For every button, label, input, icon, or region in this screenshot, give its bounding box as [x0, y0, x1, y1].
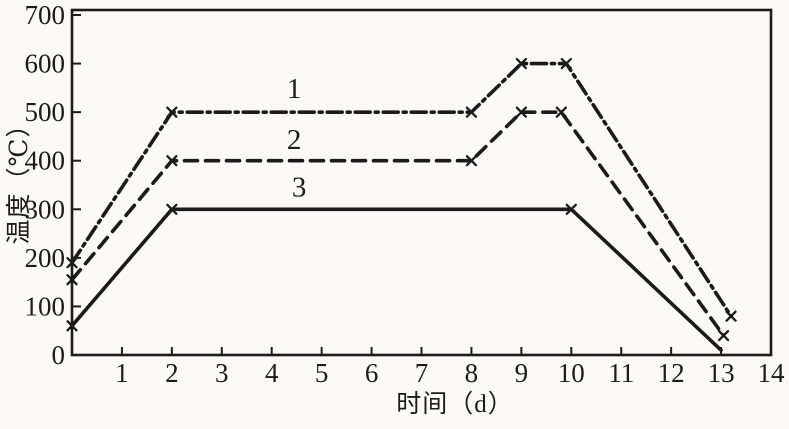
y-axis-label: 温度（℃） — [5, 112, 33, 245]
x-tick-label: 3 — [215, 358, 229, 388]
series-2-marker — [717, 329, 730, 342]
y-tick-label: 100 — [25, 291, 66, 321]
series-2-marker — [66, 274, 78, 286]
plot-frame — [70, 8, 773, 357]
curve-label-3: 3 — [292, 171, 307, 203]
x-tick-label: 1 — [115, 358, 129, 388]
series-3-line — [70, 207, 723, 352]
series-3-marker — [66, 320, 78, 332]
x-tick-label: 2 — [165, 358, 179, 388]
y-tick-label: 500 — [25, 97, 66, 127]
y-tick-label: 700 — [25, 0, 66, 30]
y-tick-label: 0 — [52, 340, 66, 370]
x-tick-label: 9 — [515, 358, 529, 388]
series-2-line — [70, 110, 726, 338]
series-1-marker — [166, 106, 178, 118]
x-tick-label: 12 — [658, 358, 685, 388]
x-tick-label: 14 — [758, 358, 786, 388]
series-1-marker — [560, 57, 572, 70]
curve-label-1: 1 — [287, 73, 302, 105]
curve-label-2: 2 — [287, 124, 302, 156]
series-2-marker — [515, 106, 528, 118]
series-1-marker — [725, 310, 737, 322]
x-tick-label: 10 — [558, 358, 585, 388]
series-3-marker — [166, 203, 178, 215]
x-tick-label: 13 — [708, 358, 735, 388]
x-tick-label: 7 — [415, 358, 429, 388]
y-tick-label: 200 — [25, 243, 66, 273]
y-tick-label: 300 — [25, 194, 66, 224]
x-tick-label: 8 — [465, 358, 479, 388]
x-axis-label: 时间（d） — [396, 390, 514, 418]
series-1-marker — [515, 57, 528, 70]
series-2-marker — [555, 106, 567, 118]
y-tick-label: 600 — [25, 49, 66, 79]
x-tick-label: 5 — [315, 358, 329, 388]
x-tick-label: 4 — [265, 358, 279, 388]
series-3-marker — [565, 203, 577, 215]
series-2-marker — [465, 155, 478, 167]
series-1-marker — [66, 257, 78, 269]
series-1-line — [70, 61, 733, 318]
x-tick-label: 6 — [365, 358, 379, 388]
x-tick-label: 11 — [608, 358, 634, 388]
y-tick-label: 400 — [25, 146, 66, 176]
series-2-marker — [166, 155, 178, 167]
series-1-marker — [465, 106, 478, 118]
